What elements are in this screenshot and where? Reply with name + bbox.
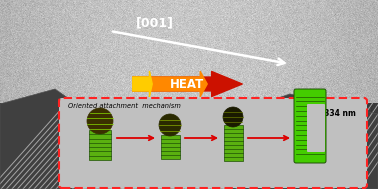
Ellipse shape (223, 107, 243, 127)
Polygon shape (0, 89, 95, 189)
FancyArrowPatch shape (133, 71, 152, 97)
Ellipse shape (159, 114, 181, 136)
FancyArrowPatch shape (133, 71, 242, 97)
Bar (89, 130, 111, 160)
FancyBboxPatch shape (294, 89, 326, 163)
FancyBboxPatch shape (307, 104, 325, 152)
Text: Oriented attachment  mechanism: Oriented attachment mechanism (68, 103, 181, 109)
Ellipse shape (87, 108, 113, 134)
Polygon shape (230, 94, 378, 189)
Bar (161, 135, 180, 159)
Text: [001]: [001] (136, 16, 174, 29)
FancyArrowPatch shape (133, 71, 207, 97)
Text: HEAT: HEAT (170, 77, 204, 91)
Text: 0.334 nm: 0.334 nm (316, 108, 356, 118)
FancyBboxPatch shape (59, 98, 367, 188)
Bar (223, 125, 243, 161)
